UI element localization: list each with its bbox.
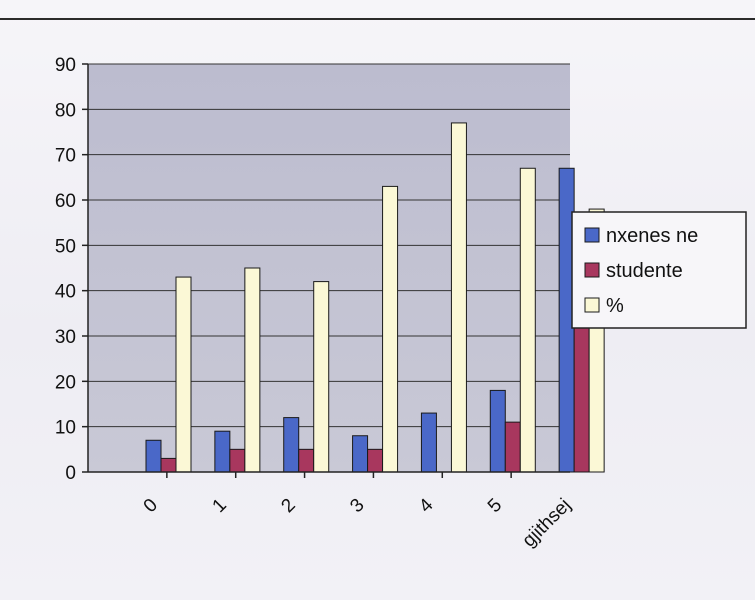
y-tick-label: 80 bbox=[55, 100, 76, 121]
y-tick-label: 60 bbox=[55, 191, 76, 212]
y-tick-label: 50 bbox=[55, 236, 76, 257]
y-tick-label: 70 bbox=[55, 146, 76, 167]
bar-studente-0 bbox=[160, 457, 177, 473]
bar--1 bbox=[244, 267, 261, 473]
bar-nxenes-ne-4 bbox=[420, 412, 437, 473]
x-tick-label: 1 bbox=[209, 495, 231, 517]
bar--4 bbox=[450, 122, 467, 473]
bar-studente-2 bbox=[298, 448, 315, 473]
x-tick-label: 4 bbox=[415, 494, 438, 517]
legend-label: studente bbox=[606, 260, 683, 282]
x-tick-label: 2 bbox=[277, 495, 299, 517]
bar-nxenes-ne-2 bbox=[283, 417, 300, 473]
y-tick-label: 10 bbox=[55, 418, 76, 439]
legend-swatch bbox=[584, 227, 600, 243]
x-tick-label: 0 bbox=[140, 495, 162, 517]
bar-nxenes-ne-3 bbox=[352, 435, 369, 473]
bar--5 bbox=[519, 167, 536, 473]
bar--2 bbox=[313, 281, 330, 473]
y-tick-label: 30 bbox=[55, 327, 76, 348]
legend-label: % bbox=[606, 295, 624, 317]
legend-box bbox=[571, 211, 747, 329]
bar--0 bbox=[175, 276, 192, 473]
bar-nxenes-ne-0 bbox=[145, 439, 162, 473]
bar-studente-1 bbox=[229, 448, 246, 473]
bar--3 bbox=[382, 185, 399, 473]
bar-studente-3 bbox=[367, 448, 384, 473]
y-tick-label: 40 bbox=[55, 282, 76, 303]
bar-studente-5 bbox=[504, 421, 521, 473]
y-tick-label: 0 bbox=[65, 463, 76, 484]
x-tick-label: 5 bbox=[484, 495, 506, 517]
legend-label: nxenes ne bbox=[606, 225, 698, 247]
bar-nxenes-ne-1 bbox=[214, 430, 231, 473]
bar-nxenes-ne-5 bbox=[489, 389, 506, 473]
y-tick-label: 90 bbox=[55, 55, 76, 76]
legend-swatch bbox=[584, 262, 600, 278]
x-tick-label: 3 bbox=[346, 495, 368, 517]
legend: nxenes ne studente% bbox=[571, 211, 747, 329]
y-tick-label: 20 bbox=[55, 372, 76, 393]
top-rule bbox=[0, 18, 755, 20]
legend-swatch bbox=[584, 297, 600, 313]
x-tick-label: gjithsej bbox=[518, 495, 575, 552]
